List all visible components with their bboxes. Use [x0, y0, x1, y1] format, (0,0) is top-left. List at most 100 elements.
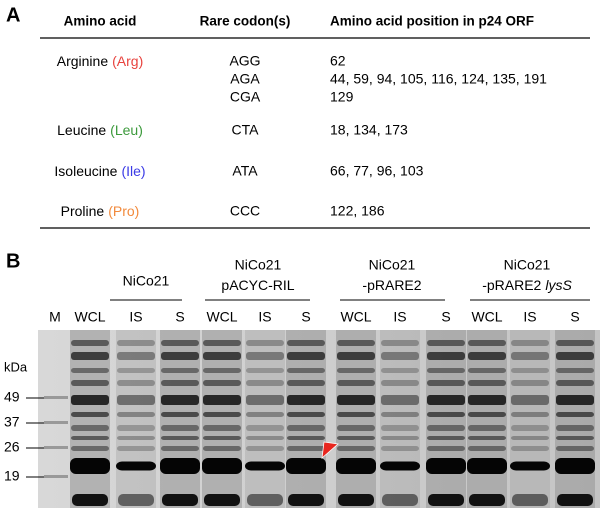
band [381, 425, 419, 431]
text-part: (Ile) [121, 163, 145, 179]
band [556, 340, 594, 346]
band [556, 368, 594, 373]
band [71, 395, 109, 405]
band [511, 380, 549, 386]
band [247, 494, 283, 506]
band [468, 380, 506, 386]
band [337, 395, 375, 405]
band [556, 436, 594, 440]
band [380, 461, 420, 471]
band [246, 352, 284, 360]
band [556, 412, 594, 417]
lane-label: IS [393, 309, 406, 325]
band [382, 494, 418, 506]
lane-label: IS [129, 309, 142, 325]
marker-label: 26 [4, 439, 20, 455]
band [468, 340, 506, 346]
band [117, 446, 155, 451]
lane [116, 330, 156, 508]
band [203, 368, 241, 373]
column-header: Amino acid position in p24 ORF [330, 14, 534, 29]
band [117, 352, 155, 360]
band [468, 352, 506, 360]
band [427, 446, 465, 451]
positions: 18, 134, 173 [330, 122, 408, 138]
band [161, 380, 199, 386]
lane-label: S [441, 309, 450, 325]
band [71, 340, 109, 346]
positions: 129 [330, 89, 354, 105]
panel-label: B [6, 250, 20, 272]
codon: CCC [230, 203, 260, 219]
group-label: NiCo21 [369, 257, 416, 273]
band [161, 352, 199, 360]
band [246, 412, 284, 417]
text-part: lysS [545, 277, 572, 293]
group-label: NiCo21 [504, 257, 551, 273]
band [337, 425, 375, 431]
band [72, 494, 108, 506]
band [117, 425, 155, 431]
band [337, 352, 375, 360]
band [71, 436, 109, 440]
band [117, 412, 155, 417]
band [468, 425, 506, 431]
lane-label: M [49, 309, 61, 325]
band [287, 446, 325, 451]
band [117, 340, 155, 346]
lane-label: S [175, 309, 184, 325]
band [202, 458, 242, 474]
band [71, 352, 109, 360]
band [381, 395, 419, 405]
band [287, 436, 325, 440]
band [203, 436, 241, 440]
band [204, 494, 240, 506]
lane [510, 330, 550, 508]
marker-band [44, 421, 68, 424]
band [161, 395, 199, 405]
band [427, 352, 465, 360]
band [427, 368, 465, 373]
band [246, 446, 284, 451]
band [511, 340, 549, 346]
band [161, 436, 199, 440]
positions: 122, 186 [330, 203, 385, 219]
band [556, 446, 594, 451]
band [468, 368, 506, 373]
band [117, 395, 155, 405]
band [337, 380, 375, 386]
band [117, 436, 155, 440]
band [70, 458, 110, 474]
band [381, 368, 419, 373]
group-label: NiCo21 [235, 257, 282, 273]
codon: AGG [229, 53, 260, 69]
band [381, 340, 419, 346]
codon: CTA [232, 122, 260, 138]
band [337, 412, 375, 417]
band [286, 458, 326, 474]
codon: CGA [230, 89, 261, 105]
lane-label: S [301, 309, 310, 325]
column-header: Amino acid [64, 14, 137, 29]
text-part: -pRARE2 [362, 277, 421, 293]
group-label: -pRARE2 lysS [482, 277, 572, 293]
text-part: Arginine [57, 53, 109, 69]
lane-label: WCL [74, 309, 105, 325]
band [556, 395, 594, 405]
text-part: -pRARE2 [482, 277, 541, 293]
band [427, 340, 465, 346]
band [287, 352, 325, 360]
unit-label: kDa [4, 359, 28, 374]
band [287, 425, 325, 431]
marker-label: 49 [4, 389, 20, 405]
band [511, 395, 549, 405]
band [203, 395, 241, 405]
band [116, 461, 156, 471]
band [246, 395, 284, 405]
text-part: Leucine [57, 122, 106, 138]
band [426, 458, 466, 474]
band [71, 380, 109, 386]
positions: 66, 77, 96, 103 [330, 163, 424, 179]
band [246, 436, 284, 440]
band [556, 425, 594, 431]
